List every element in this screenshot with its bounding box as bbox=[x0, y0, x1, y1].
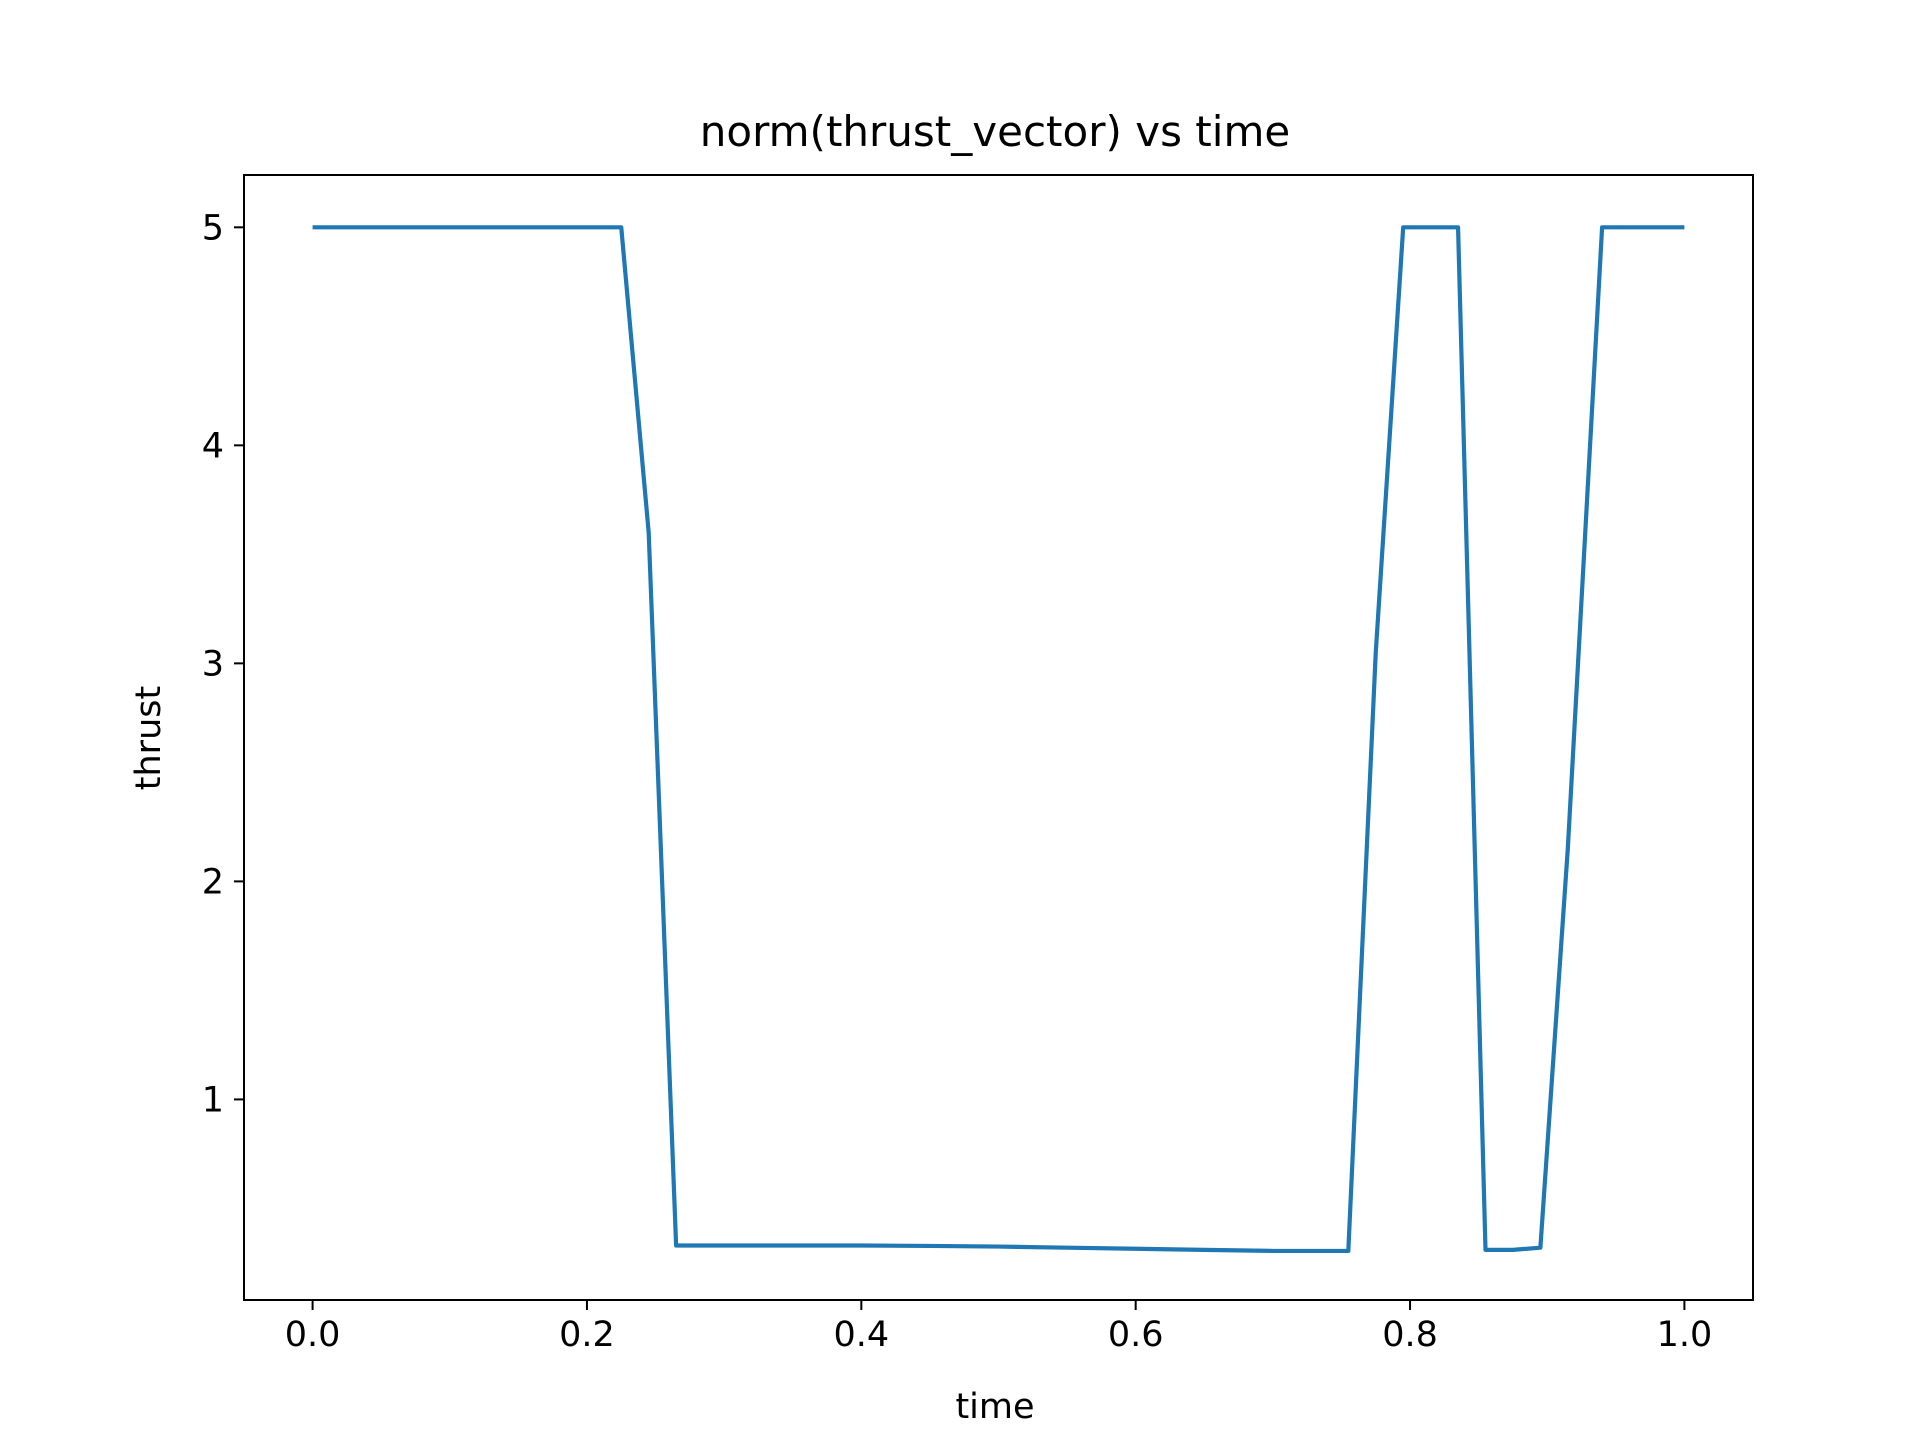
y-tick-label: 1 bbox=[202, 1080, 224, 1120]
x-tick-label: 1.0 bbox=[1657, 1315, 1713, 1355]
x-axis-label: time bbox=[955, 1387, 1034, 1427]
y-axis-label: thrust bbox=[129, 686, 169, 790]
y-tick-label: 5 bbox=[202, 208, 224, 248]
plot-area: 0.0 0.2 0.4 0.6 0.8 1.0 1 2 3 4 5 bbox=[202, 174, 1754, 1355]
x-tick-label: 0.8 bbox=[1382, 1315, 1438, 1355]
x-tick-label: 0.4 bbox=[833, 1315, 889, 1355]
chart-title: norm(thrust_vector) vs time bbox=[700, 107, 1290, 156]
x-tick-label: 0.0 bbox=[285, 1315, 341, 1355]
y-tick-label: 2 bbox=[202, 862, 224, 902]
y-tick-label: 3 bbox=[202, 644, 224, 684]
x-tick-label: 0.6 bbox=[1108, 1315, 1164, 1355]
y-tick-label: 4 bbox=[202, 426, 224, 466]
x-tick-label: 0.2 bbox=[559, 1315, 615, 1355]
axes-frame bbox=[243, 174, 1754, 1301]
series-line-0 bbox=[312, 225, 1685, 1254]
